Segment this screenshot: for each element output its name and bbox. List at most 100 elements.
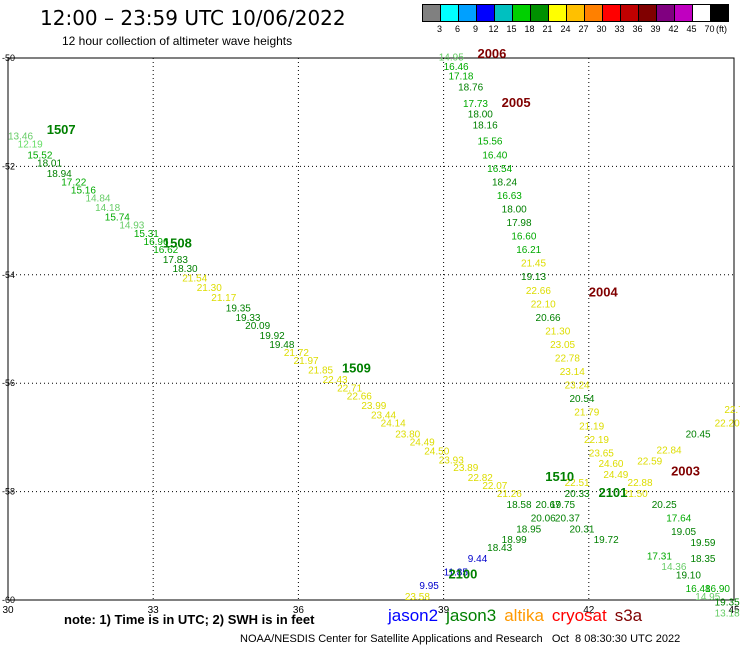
track-label: 1508: [163, 236, 192, 251]
track-label: 2004: [589, 284, 619, 299]
map-frame: [7, 57, 735, 601]
wave-height-value: 13.18: [715, 608, 740, 619]
map-title: 12:00 – 23:59 UTC 10/06/2022: [40, 6, 346, 30]
legend-label: 21: [542, 24, 553, 34]
legend-label: 30: [596, 24, 607, 34]
wave-height-value: 18.00: [468, 110, 493, 121]
wave-height-value: 19.13: [521, 272, 546, 283]
wave-height-value: 14.95: [695, 592, 720, 603]
wave-height-value: 21.79: [574, 408, 599, 419]
wave-height-value: 14.84: [85, 194, 110, 205]
x-tick-label: 30: [2, 605, 14, 616]
wave-height-value: 18.94: [47, 169, 72, 180]
wave-height-value: 22.19: [584, 435, 609, 446]
wave-height-value: 21.17: [211, 293, 236, 304]
wave-height-value: 16.48: [686, 584, 711, 595]
wave-height-value: 21.54: [182, 273, 207, 284]
wave-height-value: 20.66: [536, 313, 561, 324]
wave-height-value: 23.80: [395, 429, 420, 440]
wave-height-value: 22.82: [468, 473, 493, 484]
wave-height-value: 21.30: [545, 326, 570, 337]
track-label: 2100: [448, 566, 477, 581]
wave-height-value: 20.31: [569, 524, 594, 535]
wave-height-value: 22.78: [555, 354, 580, 365]
wave-height-value: 19.92: [260, 331, 285, 342]
satellite-key: jason2 jason3 altika cryosat s3a: [388, 606, 650, 626]
wave-height-value: 19.75: [550, 500, 575, 511]
wave-height-value: 21.97: [294, 356, 319, 367]
wave-height-value: 20.45: [686, 429, 711, 440]
wave-height-value: 21.45: [521, 259, 546, 270]
legend-label: 27: [578, 24, 589, 34]
wave-height-value: 18.58: [507, 500, 532, 511]
track-label: 2005: [502, 95, 531, 110]
wave-height-value: 18.43: [487, 543, 512, 554]
wave-height-value: 18.76: [458, 83, 483, 94]
wave-height-value: 20.09: [245, 321, 270, 332]
wave-height-value: 15.74: [105, 213, 130, 224]
legend-swatch: [710, 4, 729, 22]
track-label: 1507: [47, 122, 76, 137]
x-tick-label: 33: [148, 605, 160, 616]
wave-height-value: 22.20: [715, 419, 740, 430]
x-tick-label: 39: [438, 605, 450, 616]
wave-height-value: 23.58: [405, 592, 430, 603]
wave-height-value: 9.95: [419, 581, 439, 592]
wave-height-value: 21.26: [497, 489, 522, 500]
legend-label: 9: [472, 24, 478, 34]
legend-label: 70: [704, 24, 715, 34]
wave-height-value: 19.05: [671, 527, 696, 538]
wave-height-value: 20.25: [652, 500, 677, 511]
wave-height-value: 9.44: [468, 554, 488, 565]
wave-height-value: 18.30: [173, 264, 198, 275]
wave-height-value: 11.85: [444, 568, 469, 579]
y-tick-label: -56: [2, 378, 15, 388]
wave-height-value: 16.90: [705, 584, 730, 595]
legend-label: 45: [686, 24, 697, 34]
wave-height-value: 22.51: [565, 478, 590, 489]
wave-height-value: 14.36: [661, 562, 686, 573]
wave-height-value: 23.44: [371, 410, 396, 421]
color-legend: 3 6 9 12 15 18 21 24 27 30 33 36 39 42 45 70 (ft): [422, 4, 732, 36]
wave-height-value: 18.16: [473, 120, 498, 131]
wave-height-value: 24.49: [603, 470, 628, 481]
legend-label: 42: [668, 24, 679, 34]
y-tick-label: -52: [2, 161, 15, 171]
wave-height-value: 22.88: [628, 478, 653, 489]
wave-height-value: 21.72: [284, 348, 309, 359]
wave-height-value: 24.50: [424, 447, 449, 458]
wave-height-value: 19.10: [676, 570, 701, 581]
wave-height-value: 20.54: [569, 394, 594, 405]
wave-height-value: 16.62: [153, 245, 178, 256]
wave-height-value: 14.93: [119, 221, 144, 232]
wave-height-value: 24.60: [598, 459, 623, 470]
wave-height-value: 20.06: [531, 513, 556, 524]
wave-height-value: 20.37: [555, 513, 580, 524]
wave-height-value: 21.30: [197, 283, 222, 294]
wave-height-value: 22.07: [482, 481, 507, 492]
wave-height-value: 18.01: [37, 158, 62, 169]
wave-height-value: 17.98: [507, 218, 532, 229]
satellite-jason2: jason2: [388, 606, 439, 625]
wave-height-value: 18.95: [516, 524, 541, 535]
satellite-s3a: s3a: [614, 606, 643, 625]
wave-height-value: 16.96: [144, 237, 169, 248]
wave-height-value: 14.18: [95, 203, 120, 214]
wave-height-value: 15.56: [477, 137, 502, 148]
wave-height-value: 22.43: [323, 375, 348, 386]
wave-height-value: 18.24: [492, 177, 517, 188]
wave-height-value: 19.35: [715, 597, 740, 608]
satellite-jason3: jason3: [446, 606, 497, 625]
legend-label: 18: [524, 24, 535, 34]
wave-height-value: 14.95: [439, 53, 464, 64]
wave-height-value: 16.40: [482, 150, 507, 161]
credit-line: NOAA/NESDIS Center for Satellite Applica…: [240, 633, 681, 645]
wave-height-value: 22.71: [337, 383, 362, 394]
footnote: note: 1) Time is in UTC; 2) SWH is in fe…: [64, 612, 315, 627]
wave-height-value: 16.63: [497, 191, 522, 202]
wave-height-value: 18.00: [502, 204, 527, 215]
wave-height-value: 18.99: [502, 535, 527, 546]
wave-height-value: 19.48: [269, 340, 294, 351]
legend-label: 36: [632, 24, 643, 34]
wave-height-value: 20.33: [565, 489, 590, 500]
